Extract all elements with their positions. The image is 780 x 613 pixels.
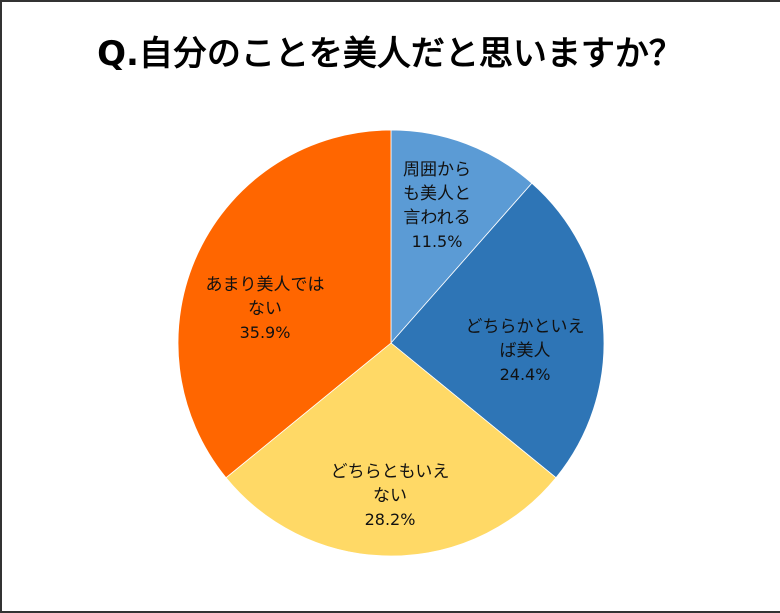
label-percent: 35.9% bbox=[239, 323, 291, 342]
slice-neither bbox=[225, 342, 557, 557]
slice-somewhat-beautiful bbox=[390, 182, 605, 479]
chart-title: Q.自分のことを美人だと思いますか？ bbox=[97, 34, 683, 74]
label-line: どちらかといえ bbox=[465, 317, 585, 337]
label-line: ない bbox=[373, 486, 407, 506]
label-percent: 11.5% bbox=[411, 232, 463, 251]
slice-label-not-really-beautiful: あまり美人では ない 35.9% bbox=[190, 273, 340, 345]
label-line: ば美人 bbox=[499, 341, 551, 361]
label-line: どちらともいえ bbox=[330, 462, 450, 482]
label-line: も美人と bbox=[403, 184, 471, 204]
slice-label-somewhat-beautiful: どちらかといえ ば美人 24.4% bbox=[440, 315, 610, 387]
label-percent: 24.4% bbox=[499, 365, 551, 384]
slice-praised-by-others bbox=[390, 129, 533, 345]
label-line: あまり美人では bbox=[205, 275, 325, 295]
slice-label-neither: どちらともいえ ない 28.2% bbox=[300, 460, 480, 532]
label-line: ない bbox=[248, 299, 282, 319]
slice-not-really-beautiful bbox=[177, 129, 392, 479]
slice-label-praised-by-others: 周囲から も美人と 言われる 11.5% bbox=[382, 158, 492, 254]
label-line: 言われる bbox=[403, 208, 471, 228]
label-line: 周囲から bbox=[403, 160, 471, 180]
label-percent: 28.2% bbox=[364, 510, 416, 529]
